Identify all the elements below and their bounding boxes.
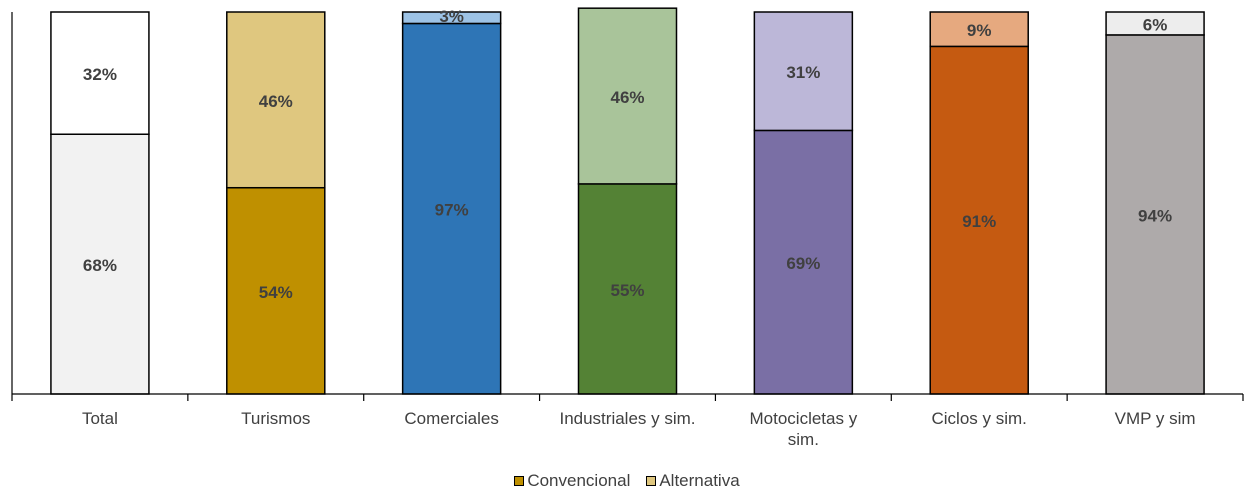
legend-item-alternativa: Alternativa [646, 471, 740, 491]
bar-ciclos-y-sim-alternativa [929, 11, 1029, 48]
stacked-bar-chart: 68% 32% Total 54% 46% Turismos 97% 3% Comerciale… [11, 7, 1244, 449]
data-label-total-alternativa: 32% [83, 65, 117, 84]
legend-item-convencional: Convencional [514, 471, 630, 491]
x-tick-label-comerciales: Comerciales [404, 409, 498, 428]
x-tick-label-total: Total [82, 409, 118, 428]
bar-motocicletas-y-sim-convencional [753, 129, 854, 395]
bar-vmp-y-sim-alternativa [1105, 11, 1205, 36]
data-label-turismos-convencional: 54% [259, 283, 293, 302]
data-label-motocicletas-y-sim-convencional: 69% [786, 254, 820, 273]
x-tick-label-ciclos-y-sim: Ciclos y sim. [932, 409, 1027, 428]
data-label-ciclos-y-sim-alternativa: 9% [967, 21, 992, 40]
legend-swatch-convencional [514, 476, 525, 486]
data-label-comerciales-convencional: 97% [435, 201, 469, 220]
legend-swatch-alternativa [646, 476, 657, 486]
bar-comerciales-alternativa [401, 11, 502, 25]
legend-label-convencional: Convencional [527, 471, 631, 490]
data-label-motocicletas-y-sim-alternativa: 31% [786, 63, 820, 82]
bar-turismos-alternativa [226, 11, 326, 189]
x-tick-label-vmp-y-sim: VMP y sim [1115, 409, 1196, 428]
legend-label-alternativa: Alternativa [659, 471, 740, 490]
x-tick-label-industriales-y-sim: Industriales y sim. [559, 409, 695, 428]
bar-comerciales-convencional [401, 22, 502, 395]
data-label-industriales-y-sim-alternativa: 46% [610, 88, 644, 107]
x-tick-label-turismos: Turismos [241, 409, 310, 428]
bar-ciclos-y-sim-convencional [929, 45, 1029, 395]
data-label-vmp-y-sim-convencional: 94% [1138, 206, 1172, 225]
bar-vmp-y-sim-convencional [1105, 34, 1205, 395]
chart-legend: Convencional Alternativa [0, 470, 1254, 492]
bar-industriales-y-sim-convencional [577, 183, 678, 395]
data-label-vmp-y-sim-alternativa: 6% [1143, 15, 1168, 34]
data-label-ciclos-y-sim-convencional: 91% [962, 212, 996, 231]
data-label-industriales-y-sim-convencional: 55% [610, 281, 644, 300]
data-label-turismos-alternativa: 46% [259, 92, 293, 111]
bar-industriales-y-sim-alternativa [577, 7, 678, 185]
bar-motocicletas-y-sim-alternativa [753, 11, 854, 132]
data-label-total-convencional: 68% [83, 256, 117, 275]
bar-total-alternativa [50, 11, 150, 135]
x-tick-label-motocicletas-y-sim: Motocicletas y sim. [750, 409, 858, 449]
data-label-comerciales-alternativa: 3% [439, 7, 464, 26]
